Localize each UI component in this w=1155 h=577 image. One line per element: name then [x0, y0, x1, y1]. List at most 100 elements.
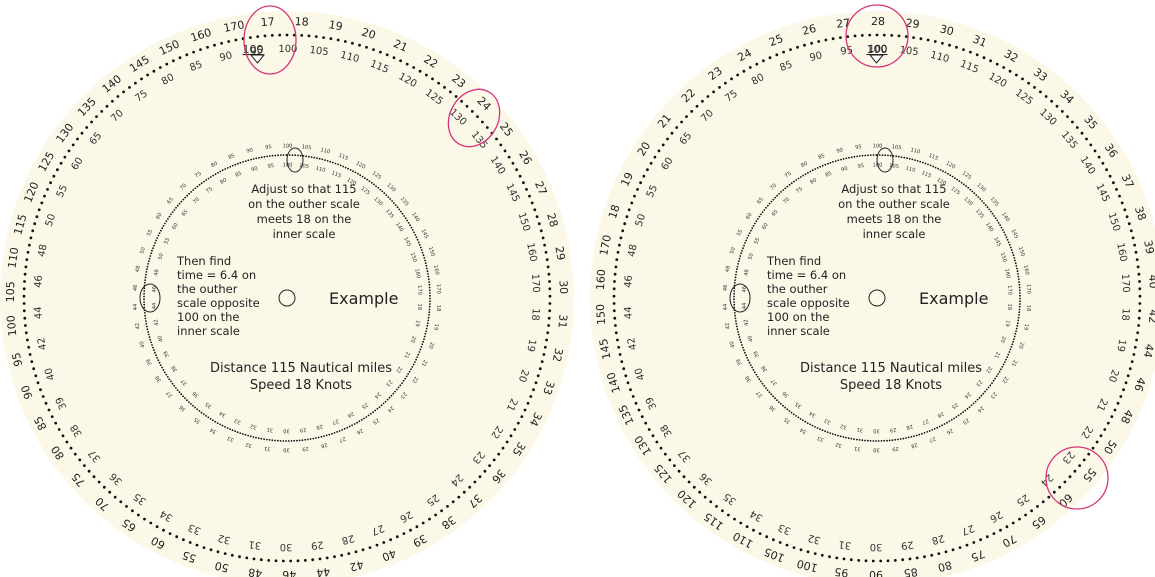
- outer-tick-mark: [526, 401, 530, 405]
- inner-tick-mark: [964, 409, 967, 412]
- inner-scale-label: 36: [191, 390, 200, 399]
- inner-tick-mark: [847, 437, 850, 440]
- inner-tick-mark: [752, 225, 755, 227]
- inner-tick-mark: [176, 389, 179, 391]
- inner-tick-mark: [414, 234, 417, 236]
- inner-tick-mark: [763, 209, 766, 211]
- outer-tick-mark: [1060, 110, 1064, 113]
- inner-tick-mark: [740, 252, 743, 255]
- inner-tick-mark: [780, 191, 782, 193]
- outer-tick-mark: [192, 50, 196, 54]
- adjust-line-4: inner scale: [863, 227, 926, 241]
- inner-tick-mark: [960, 412, 962, 415]
- middle-scale-label: 110: [339, 50, 360, 65]
- inner-scale-label: 31: [266, 426, 273, 433]
- left-highlight-24: [447, 88, 501, 148]
- inner-tick-mark: [268, 155, 271, 157]
- outer-tick-mark: [26, 338, 29, 342]
- inner-tick-mark: [1002, 363, 1005, 366]
- outer-tick-mark: [541, 236, 545, 240]
- left-distance-text: Distance 115 Nautical miles: [210, 361, 392, 376]
- outer-scale-label: 26: [801, 22, 818, 38]
- inner-tick-mark: [977, 196, 980, 199]
- adjust-line-3: meets 18 on the: [847, 212, 942, 226]
- outer-tick-mark: [28, 243, 31, 247]
- inner-tick-mark: [404, 217, 407, 220]
- outer-tick-mark: [547, 324, 550, 327]
- inner-tick-mark: [198, 410, 201, 412]
- outer-tick-mark: [495, 137, 498, 141]
- inner-tick-mark: [973, 192, 976, 195]
- inner-scale-label: 18: [416, 303, 422, 310]
- outer-tick-mark: [627, 208, 631, 212]
- outer-tick-mark: [1106, 421, 1110, 425]
- inner-tick-mark: [337, 163, 339, 166]
- inner-tick-mark: [814, 426, 816, 428]
- outer-tick-mark: [675, 126, 679, 129]
- outer-tick-mark: [853, 34, 857, 38]
- middle-scale-label: 27: [960, 522, 976, 537]
- inner-tick-mark: [347, 167, 349, 170]
- inner-tick-mark: [426, 270, 429, 273]
- inner-tick-mark: [363, 417, 365, 420]
- left-example-label: Example: [329, 289, 398, 308]
- outer-tick-mark: [748, 66, 752, 69]
- outer-tick-mark: [46, 188, 49, 191]
- outer-tick-mark: [622, 367, 626, 371]
- inner-tick-mark: [317, 436, 320, 439]
- inner-scale-label: 130: [962, 196, 973, 207]
- inner-scale-label: 40: [139, 340, 147, 348]
- outer-tick-mark: [536, 374, 540, 378]
- inner-tick-mark: [984, 390, 986, 393]
- inner-tick-mark: [143, 312, 146, 314]
- inner-tick-mark: [209, 418, 212, 420]
- outer-scale-label: 100: [795, 557, 819, 575]
- outer-tick-mark: [1050, 99, 1053, 103]
- outer-tick-mark: [933, 40, 937, 43]
- middle-scale-label: 39: [54, 395, 69, 411]
- middle-scale-label: 80: [160, 72, 176, 88]
- outer-scale-label: 85: [903, 565, 918, 577]
- inner-tick-mark: [244, 160, 247, 163]
- inner-tick-mark: [741, 249, 743, 252]
- inner-scale-label: 46: [152, 286, 158, 293]
- inner-tick-mark: [799, 418, 802, 420]
- inner-scale-label: 48: [135, 265, 142, 273]
- outer-tick-mark: [113, 495, 117, 499]
- inner-tick-mark: [938, 425, 941, 428]
- middle-scale-label: 40: [633, 366, 647, 381]
- inner-tick-mark: [329, 160, 332, 163]
- left-highlight-18: [243, 5, 297, 75]
- inner-scale-label: 20: [427, 341, 435, 349]
- inner-tick-mark: [755, 373, 758, 376]
- inner-scale-label: 38: [745, 374, 754, 383]
- inner-tick-mark: [398, 208, 401, 211]
- inner-tick-mark: [301, 439, 304, 442]
- inner-tick-mark: [1010, 346, 1013, 348]
- outer-tick-mark: [637, 408, 641, 412]
- outer-tick-mark: [718, 86, 721, 89]
- inner-scale-label: 140: [1000, 211, 1010, 223]
- outer-tick-mark: [958, 546, 962, 549]
- outer-tick-mark: [307, 34, 311, 38]
- inner-tick-mark: [751, 227, 754, 230]
- outer-tick-mark: [715, 505, 718, 508]
- inner-tick-mark: [954, 177, 956, 180]
- outer-tick-mark: [454, 95, 458, 98]
- inner-tick-mark: [768, 391, 771, 394]
- inner-tick-mark: [1018, 289, 1021, 292]
- inner-tick-mark: [231, 429, 234, 432]
- left-speed-text: Speed 18 Knots: [250, 378, 352, 393]
- outer-tick-mark: [545, 258, 549, 261]
- inner-tick-mark: [753, 371, 756, 374]
- inner-tick-mark: [1000, 226, 1003, 229]
- middle-scale-label: 26: [988, 508, 1004, 524]
- outer-tick-mark: [1110, 415, 1114, 418]
- middle-scale-label: 27: [370, 522, 386, 537]
- inner-scale-label: 19: [432, 323, 439, 331]
- outer-tick-mark: [653, 155, 657, 159]
- inner-tick-mark: [268, 439, 271, 441]
- outer-tick-mark: [839, 36, 842, 39]
- inner-tick-mark: [143, 287, 146, 290]
- inner-scale-label: 19: [414, 319, 421, 327]
